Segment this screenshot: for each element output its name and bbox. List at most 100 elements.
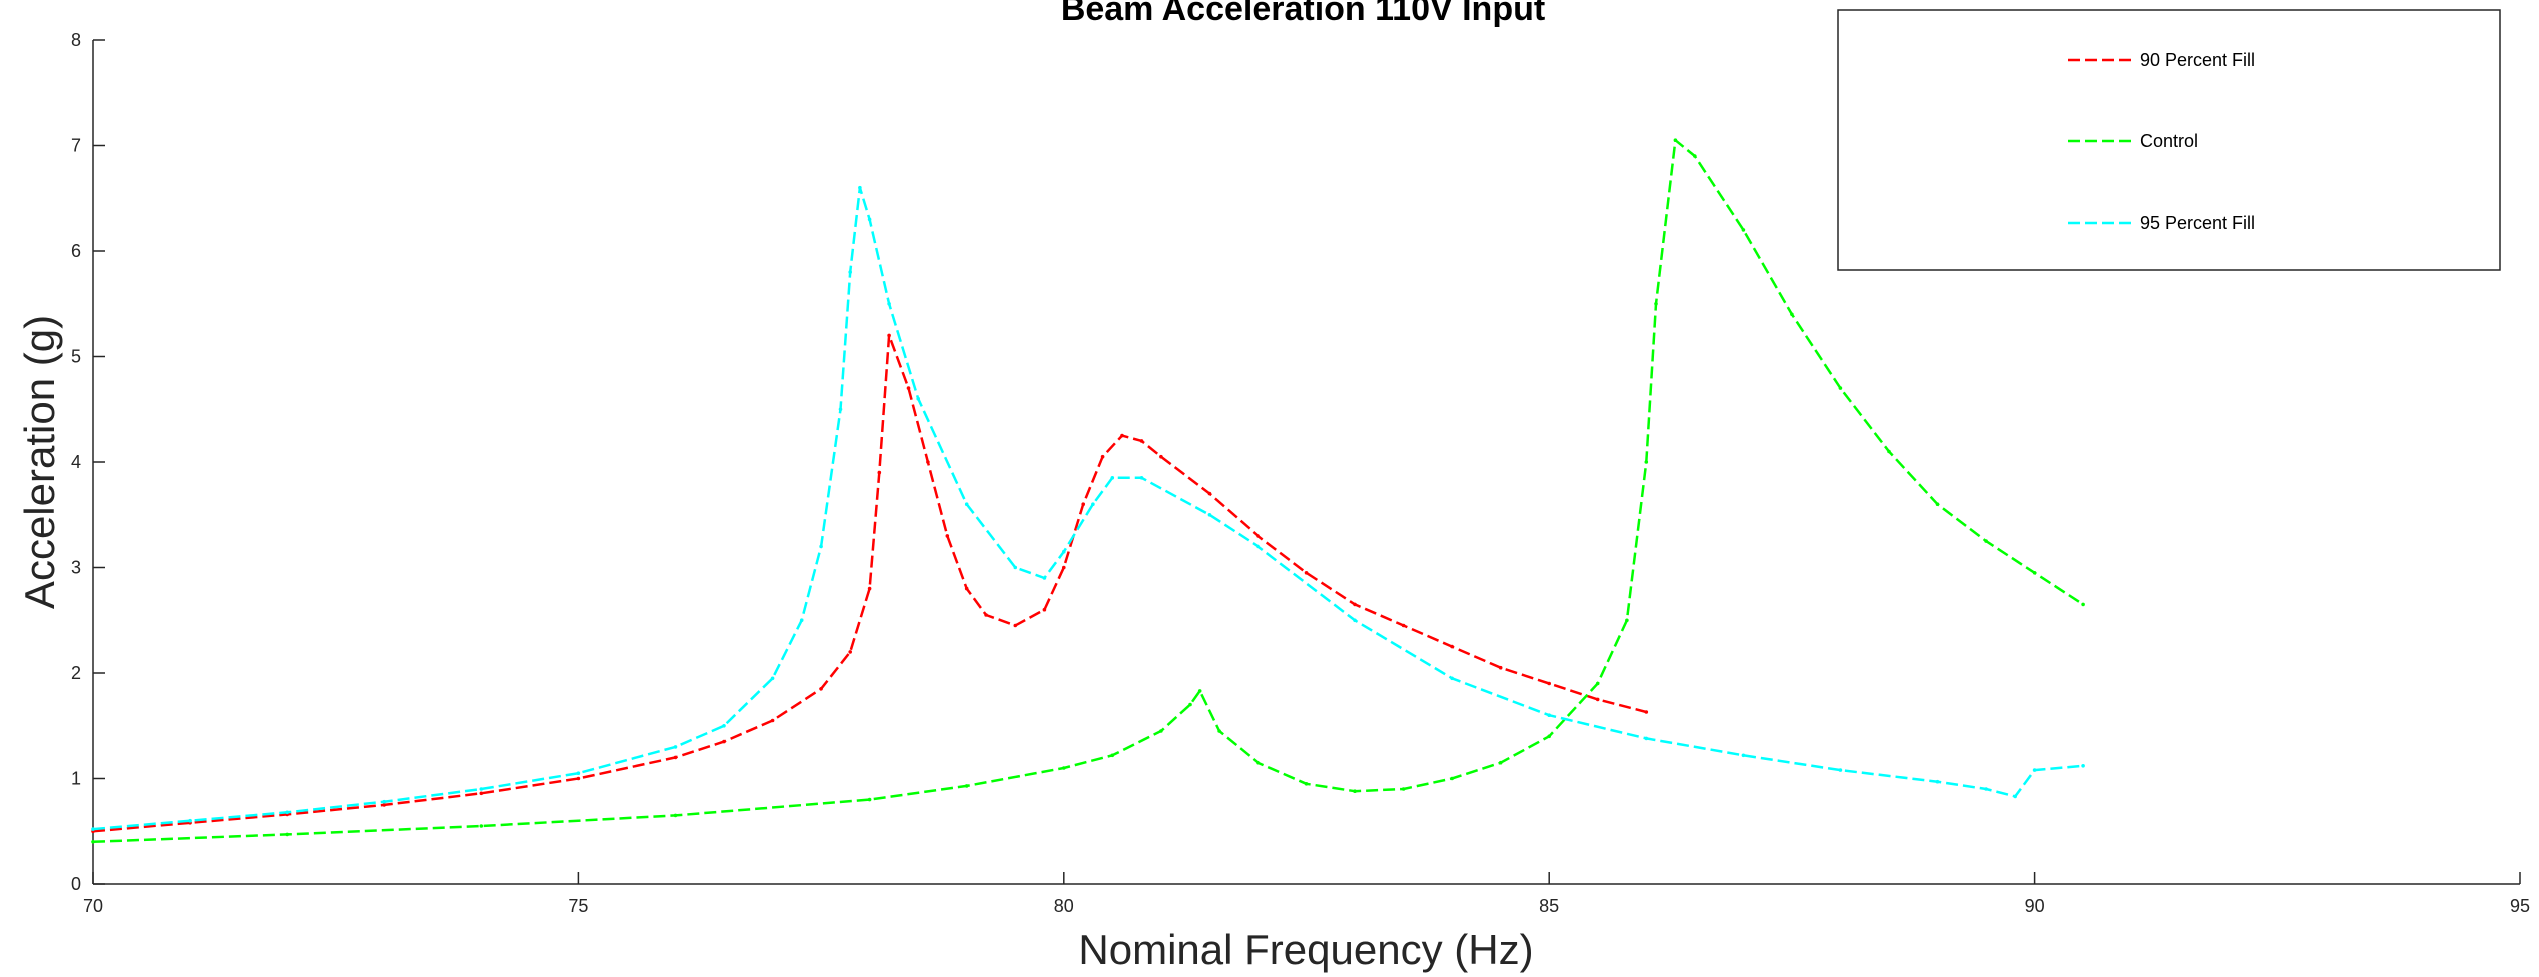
data-point bbox=[576, 771, 581, 775]
data-point bbox=[2013, 794, 2017, 799]
data-point bbox=[1450, 776, 1454, 781]
data-point bbox=[1062, 766, 1066, 770]
data-point bbox=[926, 460, 930, 464]
x-tick-label: 70 bbox=[83, 896, 103, 916]
data-point bbox=[1081, 502, 1085, 507]
data-point bbox=[382, 799, 387, 804]
data-point bbox=[1013, 623, 1018, 628]
data-point bbox=[867, 586, 872, 591]
data-point bbox=[1790, 312, 1794, 317]
x-tick-label: 85 bbox=[1539, 896, 1559, 916]
y-ticks: 0 1 2 3 4 5 6 7 8 bbox=[71, 30, 105, 894]
data-point bbox=[1304, 782, 1309, 786]
y-tick-label: 3 bbox=[71, 558, 81, 578]
data-point bbox=[2032, 571, 2037, 575]
data-point bbox=[867, 797, 872, 802]
data-point bbox=[1062, 549, 1066, 554]
data-point bbox=[1984, 539, 1988, 543]
data-point bbox=[1644, 710, 1649, 714]
y-tick-label: 4 bbox=[71, 452, 81, 472]
data-point bbox=[964, 502, 969, 507]
data-point bbox=[770, 718, 775, 723]
data-point bbox=[877, 470, 882, 475]
data-point bbox=[1100, 454, 1105, 459]
data-point bbox=[819, 687, 823, 691]
legend-label: 95 Percent Fill bbox=[2140, 213, 2255, 233]
data-point bbox=[964, 586, 969, 591]
data-point bbox=[848, 650, 852, 654]
series-2 bbox=[91, 138, 2085, 844]
data-point bbox=[1887, 449, 1891, 454]
data-point bbox=[916, 396, 920, 401]
legend-item: 90 Percent Fill bbox=[2068, 50, 2255, 70]
y-tick-label: 2 bbox=[71, 663, 81, 683]
data-point bbox=[1207, 491, 1212, 496]
data-point bbox=[1256, 544, 1260, 549]
legend-item: Control bbox=[2068, 131, 2198, 151]
data-point bbox=[1188, 702, 1192, 707]
data-point bbox=[1062, 565, 1066, 570]
data-point bbox=[1159, 729, 1163, 733]
data-point bbox=[1654, 302, 1658, 306]
data-point bbox=[1013, 565, 1018, 570]
x-ticks: 70 75 80 85 90 95 bbox=[83, 872, 2530, 916]
data-point bbox=[1139, 439, 1144, 443]
y-tick-label: 0 bbox=[71, 874, 81, 894]
data-point bbox=[479, 787, 484, 791]
data-point bbox=[906, 386, 911, 390]
data-point bbox=[673, 755, 678, 760]
legend-item: 95 Percent Fill bbox=[2068, 213, 2255, 233]
data-point bbox=[722, 724, 726, 728]
data-point bbox=[1353, 789, 1357, 793]
data-point bbox=[1401, 787, 1406, 791]
data-point bbox=[1159, 454, 1163, 459]
data-point bbox=[1401, 623, 1406, 628]
legend-label: 90 Percent Fill bbox=[2140, 50, 2255, 70]
data-point bbox=[1256, 534, 1260, 538]
data-point bbox=[673, 813, 678, 818]
data-point bbox=[1120, 433, 1124, 438]
data-point bbox=[576, 776, 581, 781]
x-tick-label: 80 bbox=[1054, 896, 1074, 916]
data-point bbox=[1547, 713, 1551, 717]
data-point bbox=[722, 739, 726, 744]
data-point bbox=[1595, 681, 1600, 686]
data-point bbox=[1498, 760, 1503, 765]
data-point bbox=[1595, 697, 1600, 702]
data-point bbox=[1042, 576, 1047, 580]
data-point bbox=[479, 824, 484, 828]
data-point bbox=[1741, 228, 1746, 232]
data-point bbox=[1644, 736, 1649, 741]
x-axis-title: Nominal Frequency (Hz) bbox=[1078, 926, 1533, 973]
data-point bbox=[1139, 476, 1144, 480]
data-point bbox=[838, 407, 843, 412]
data-point bbox=[1838, 386, 1843, 390]
data-point bbox=[382, 803, 387, 807]
chart-title: Beam Acceleration 110V Input bbox=[1061, 0, 1545, 28]
data-point bbox=[1693, 154, 1697, 158]
data-point bbox=[1741, 753, 1746, 758]
data-point bbox=[91, 827, 95, 831]
data-point bbox=[964, 784, 969, 788]
data-point bbox=[1217, 729, 1221, 733]
data-point bbox=[1353, 618, 1357, 623]
data-point bbox=[770, 676, 775, 681]
data-point bbox=[1547, 734, 1551, 739]
data-point bbox=[1984, 787, 1988, 791]
legend: 90 Percent Fill Control 95 Percent Fill bbox=[1837, 9, 2501, 271]
data-point bbox=[188, 818, 192, 823]
data-point bbox=[1207, 513, 1212, 517]
data-point bbox=[799, 618, 804, 623]
data-point bbox=[858, 185, 862, 190]
x-tick-label: 90 bbox=[2025, 896, 2045, 916]
data-point bbox=[1625, 618, 1629, 623]
data-point bbox=[1304, 571, 1309, 575]
data-point bbox=[91, 840, 95, 844]
series-line bbox=[92, 186, 2084, 831]
x-tick-label: 95 bbox=[2510, 896, 2530, 916]
series-line bbox=[92, 334, 1647, 833]
data-point bbox=[1353, 602, 1357, 607]
data-point bbox=[1935, 779, 1940, 784]
data-point bbox=[867, 217, 872, 222]
